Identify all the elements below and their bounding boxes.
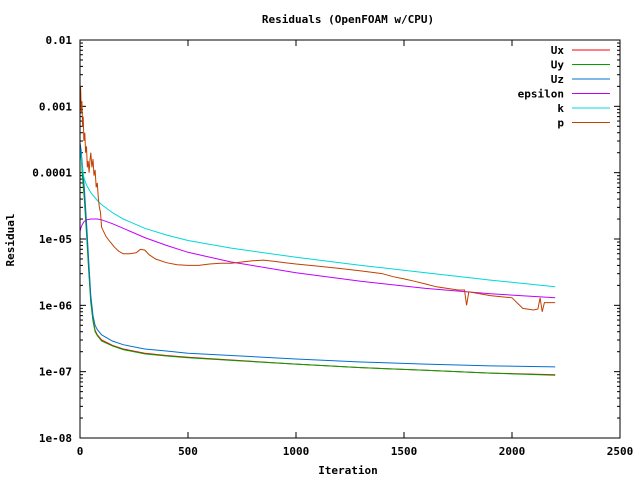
- y-tick-label: 1e-05: [39, 233, 72, 246]
- y-tick-label: 1e-08: [39, 432, 72, 445]
- y-tick-label: 1e-07: [39, 366, 72, 379]
- series-line-uy: [79, 149, 556, 376]
- y-tick-label: 0.01: [46, 34, 73, 47]
- legend-label: Uy: [551, 59, 565, 72]
- x-axis-label: Iteration: [318, 464, 378, 477]
- x-tick-label: 0: [77, 445, 84, 458]
- series-line-epsilon: [79, 218, 556, 299]
- x-tick-label: 1000: [283, 445, 310, 458]
- legend-label: k: [557, 102, 564, 115]
- y-axis-label: Residual: [4, 214, 17, 267]
- chart-title: Residuals (OpenFOAM w/CPU): [262, 13, 434, 26]
- x-tick-label: 1500: [391, 445, 418, 458]
- x-tick-label: 500: [178, 445, 198, 458]
- legend-label: Ux: [551, 44, 565, 57]
- y-tick-label: 0.001: [39, 100, 72, 113]
- x-tick-label: 2000: [499, 445, 526, 458]
- x-tick-label: 2500: [607, 445, 634, 458]
- series-line-k: [79, 146, 556, 288]
- series-line-uz: [79, 142, 556, 368]
- legend-label: Uz: [551, 73, 564, 86]
- legend-label: p: [557, 117, 564, 130]
- plot-frame: [79, 39, 621, 439]
- y-tick-label: 0.0001: [32, 167, 72, 180]
- legend-label: epsilon: [518, 88, 564, 101]
- series-line-p: [79, 86, 556, 312]
- y-tick-label: 1e-06: [39, 299, 72, 312]
- series-lines: [79, 86, 556, 376]
